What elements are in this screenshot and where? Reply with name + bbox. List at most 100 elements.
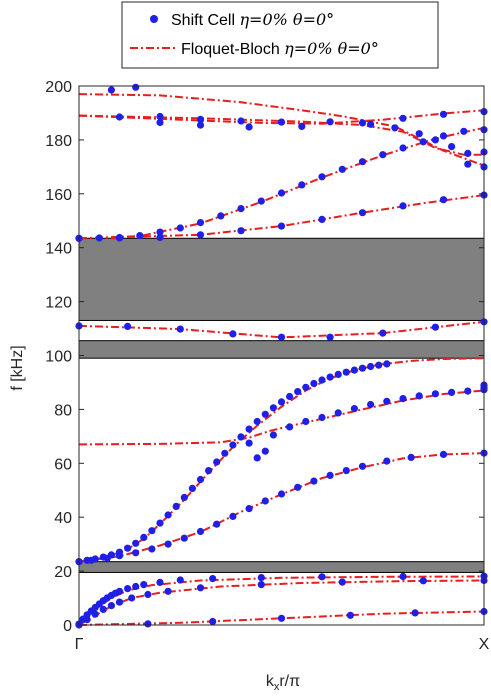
shift-cell-point [245,439,253,447]
legend-shift-cell-prefix: Shift Cell [171,12,239,29]
legend-box [121,1,439,69]
shift-cell-point [269,404,277,412]
bandgap-band [78,237,485,321]
bandgap-layer [78,237,485,573]
shift-cell-point [245,123,253,131]
x-axis-label-k: k [266,673,275,690]
legend: Shift Cell η=0% θ=0° Floquet-Bloch η=0% … [121,1,439,69]
shift-cell-point [156,228,164,236]
bandgap-band [78,340,485,359]
shift-cell-point [115,552,124,560]
shift-cell-point [253,454,261,462]
shift-cell-point [431,136,439,144]
floquet-bloch-curve [78,93,485,167]
shift-cell-point [213,520,221,528]
shift-cell-point [277,333,286,341]
shift-cell-point [253,417,261,426]
shift-cell-point [132,539,140,547]
shift-cell-point [144,590,152,599]
x-tick-label: X [479,636,490,653]
shift-cell-point [448,388,456,396]
shift-cell-point [229,512,237,521]
y-tick-label: 140 [45,241,72,258]
shift-cell-point [358,158,367,166]
shift-cell-point [156,233,164,242]
floquet-bloch-curve [78,114,484,156]
floquet-bloch-curve [78,194,485,240]
shift-cell-point [83,616,91,624]
curve-layer [78,93,485,626]
shift-cell-point [128,594,136,602]
floquet-bloch-curve [78,452,485,563]
shift-cell-point [298,181,306,189]
shift-cell-point [419,138,427,146]
shift-cell-point [310,477,318,485]
x-tick-label: Γ [75,636,84,653]
shift-cell-point [245,425,253,433]
shift-cell-point [176,576,184,584]
shift-cell-point [326,333,334,341]
legend-shift-cell-vars: η=0% θ=0° [239,10,334,29]
shift-cell-point [103,554,111,562]
shift-cell-point [261,497,269,505]
shift-cell-point [358,209,367,217]
shift-cell-point [205,467,213,475]
shift-cell-point [257,197,265,205]
shift-cell-point [464,160,472,168]
shift-cell-point [115,587,124,595]
shift-cell-point [294,483,302,491]
shift-cell-point [132,582,140,591]
shift-cell-point [115,113,124,121]
shift-cell-point [209,575,217,583]
shift-cell-point [419,577,427,585]
shift-cell-point [221,449,229,457]
shift-cell-point [196,115,205,123]
shift-cell-point [358,119,367,127]
shift-cell-point [180,534,188,542]
y-tick-label: 20 [54,564,72,581]
y-tick-label: 100 [45,349,72,366]
shift-cell-point [399,202,407,210]
y-axis-label: f [kHz] [9,345,26,390]
shift-cell-point [164,587,172,595]
shift-cell-point [237,205,245,213]
shift-cell-point [318,376,326,384]
shift-cell-point [172,502,180,510]
shift-cell-point [431,390,439,398]
y-axis: 0 20 40 60 80 100 120 140 160 180 200 [45,79,484,635]
shift-cell-point [286,423,294,431]
shift-cell-point [302,383,310,391]
shift-cell-point [391,124,399,132]
shift-cell-point [286,392,294,401]
shift-cell-point [229,330,237,338]
shift-cell-point [156,578,164,587]
shift-cell-point [140,581,148,589]
shift-cell-point [188,484,196,492]
x-axis-label-rest: r/π [279,673,300,690]
shift-cell-point [346,611,354,619]
shift-cell-point [334,370,342,378]
shift-cell-point [277,118,286,126]
shift-cell-point [196,121,205,129]
shift-cell-point [294,388,302,396]
shift-cell-point [99,605,107,614]
shift-cell-point [261,447,269,455]
shift-cell-point [132,549,140,557]
shift-cell-point [115,598,124,606]
shift-cell-point [318,413,326,422]
shift-cell-point [326,471,334,479]
shift-cell-point [448,143,456,151]
shift-cell-point [95,234,103,242]
shift-cell-point [367,362,375,371]
shift-cell-point [367,400,375,409]
marker-layer [75,83,488,629]
shift-cell-point [338,578,346,586]
y-tick-label: 40 [54,510,72,527]
shift-cell-point [196,475,205,484]
shift-cell-point [318,215,326,223]
shift-cell-point [132,83,140,91]
shift-cell-point [342,467,350,475]
shift-cell-point [107,602,115,610]
shift-cell-point [375,361,383,369]
